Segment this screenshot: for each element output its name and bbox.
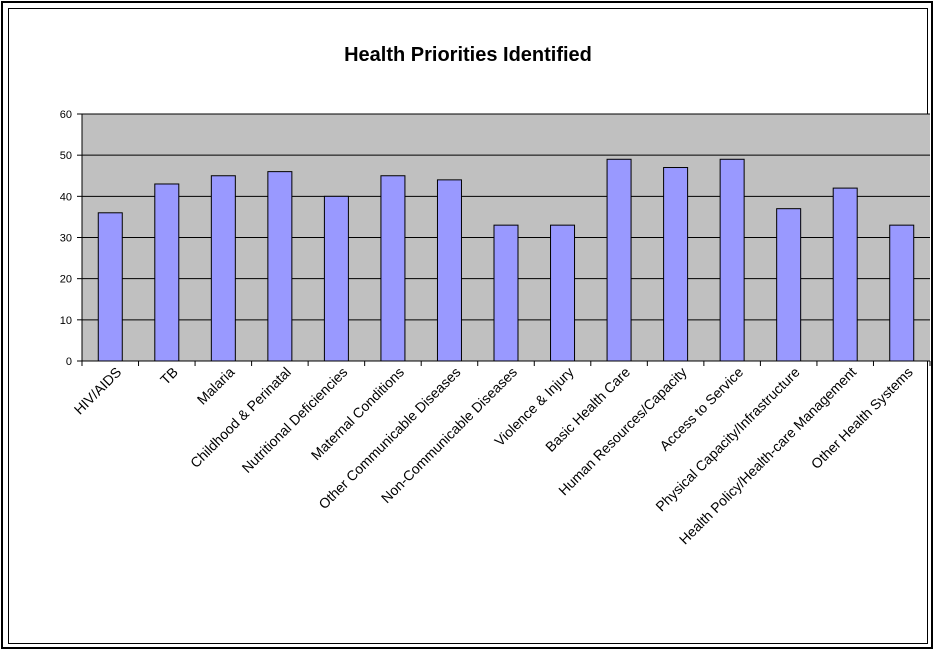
bar	[776, 208, 802, 362]
y-tick-label: 40	[60, 191, 72, 203]
bar	[323, 195, 349, 362]
x-category-label: Childhood & Perinatal	[187, 364, 294, 471]
x-category-label: Other Health Systems	[808, 364, 916, 472]
bar	[889, 224, 915, 362]
x-category-label: Nutritional Deficiencies	[239, 364, 351, 476]
bar	[380, 175, 406, 362]
bar	[97, 212, 123, 362]
bars	[97, 158, 915, 362]
bar	[493, 224, 519, 362]
bar	[663, 167, 689, 362]
bar	[436, 179, 462, 362]
y-axis-ticks: 0 10 20 30 40 50 60	[60, 109, 82, 368]
bar	[210, 175, 236, 362]
bar	[606, 158, 632, 362]
bar	[154, 183, 180, 362]
y-tick-label: 20	[60, 274, 72, 286]
x-category-label: HIV/AIDS	[71, 364, 125, 418]
y-tick-label: 60	[60, 109, 72, 121]
y-tick-label: 50	[60, 150, 72, 162]
bar	[550, 224, 576, 362]
bar	[719, 158, 745, 362]
y-tick-label: 30	[60, 233, 72, 245]
bar	[267, 171, 293, 362]
x-category-label: Maternal Conditions	[308, 364, 407, 463]
y-tick-label: 10	[60, 315, 72, 327]
x-category-label: Malaria	[194, 364, 238, 408]
chart-title: Health Priorities Identified	[344, 44, 592, 66]
bar	[832, 187, 858, 362]
y-tick-label: 0	[66, 356, 72, 368]
x-category-label: TB	[157, 364, 181, 388]
